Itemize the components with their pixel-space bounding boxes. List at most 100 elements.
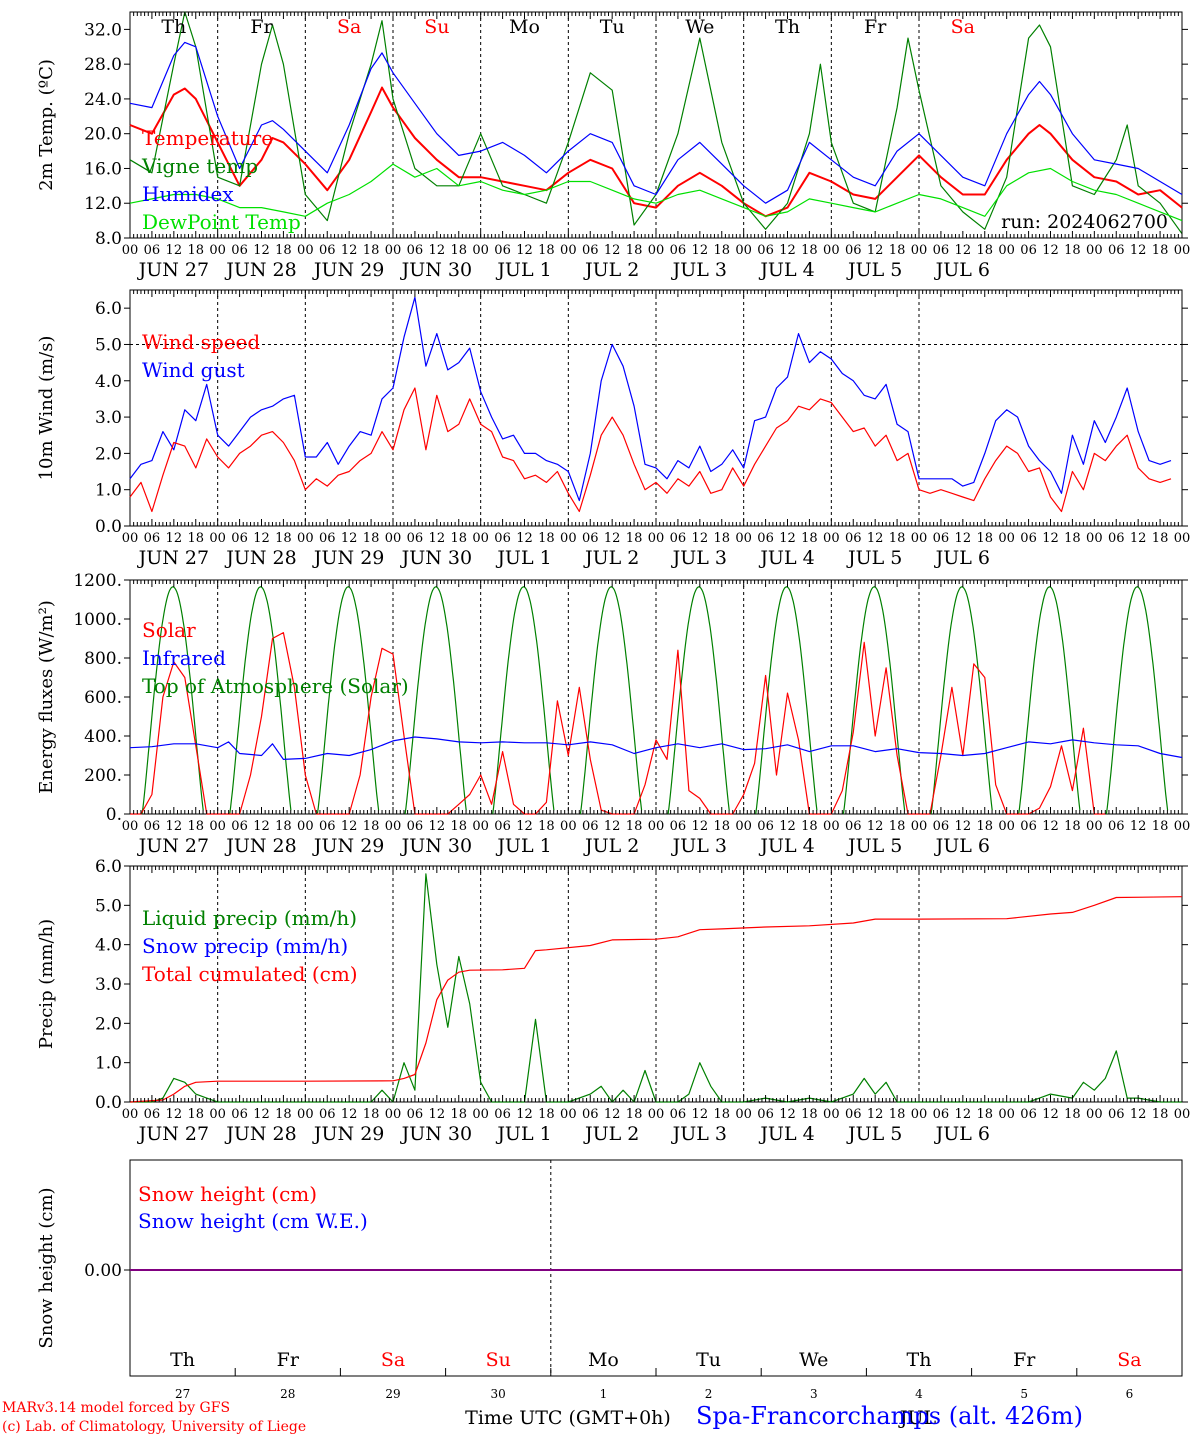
- hour-label: 06: [231, 1107, 248, 1122]
- hour-label: 18: [713, 1107, 730, 1122]
- y-tick-label: 1.0: [95, 1054, 122, 1074]
- legend-entry: Infrared: [142, 646, 226, 670]
- date-label: JUL 3: [671, 1123, 727, 1145]
- hour-label: 06: [933, 531, 950, 546]
- hour-label: 06: [670, 819, 687, 834]
- hour-label: 18: [626, 243, 643, 258]
- hour-label: 18: [275, 1107, 292, 1122]
- date-label: JUN 30: [400, 1123, 472, 1145]
- y-tick-label: 5.0: [95, 335, 122, 355]
- y-tick-label: 2.0: [95, 444, 122, 464]
- hour-label: 12: [692, 1107, 709, 1122]
- hour-label: 00: [472, 243, 489, 258]
- series-wind-speed: [129, 387, 1172, 513]
- date-label: JUL 3: [671, 547, 727, 569]
- hour-label: 18: [801, 1107, 818, 1122]
- legend-entry: Temperature: [142, 126, 273, 150]
- y-tick-label: 1000.: [73, 610, 122, 630]
- hour-label: 06: [1020, 1107, 1037, 1122]
- hour-label: 06: [757, 531, 774, 546]
- y-tick-label: 6.0: [95, 857, 122, 877]
- date-label: JUL 4: [758, 259, 814, 281]
- hour-label: 06: [1108, 1107, 1125, 1122]
- day-number: 5: [1020, 1387, 1028, 1401]
- y-tick-label: 3.0: [95, 975, 122, 995]
- hour-label: 00: [560, 243, 577, 258]
- hour-label: 06: [670, 1107, 687, 1122]
- date-label: JUL 1: [495, 835, 551, 857]
- hour-label: 18: [1152, 819, 1169, 834]
- hour-label: 00: [297, 819, 314, 834]
- series-humidex: [129, 41, 1183, 204]
- y-tick-label: 16.0: [84, 159, 122, 179]
- hour-label: 12: [1130, 531, 1147, 546]
- hour-label: 18: [275, 243, 292, 258]
- hour-label: 18: [450, 243, 467, 258]
- hour-label: 18: [187, 1107, 204, 1122]
- hour-label: 12: [955, 531, 972, 546]
- hour-label: 00: [1174, 819, 1191, 834]
- weekday-label: Sa: [1117, 1349, 1141, 1371]
- hour-label: 12: [1042, 243, 1059, 258]
- month-label: JUL: [898, 1407, 937, 1429]
- hour-label: 00: [735, 531, 752, 546]
- hour-label: 00: [911, 819, 928, 834]
- hour-label: 18: [363, 243, 380, 258]
- date-label: JUL 1: [495, 259, 551, 281]
- date-label: JUN 27: [137, 259, 209, 281]
- hour-label: 06: [144, 243, 161, 258]
- hour-label: 18: [1064, 1107, 1081, 1122]
- hour-label: 00: [297, 1107, 314, 1122]
- hour-label: 00: [648, 243, 665, 258]
- hour-label: 12: [253, 243, 270, 258]
- series-dewpoint-temp: [129, 163, 1183, 222]
- y-tick-label: 3.0: [95, 408, 122, 428]
- hour-label: 12: [253, 531, 270, 546]
- day-number: 27: [175, 1387, 190, 1401]
- legend-entry: Liquid precip (mm/h): [142, 906, 357, 930]
- hour-label: 12: [253, 1107, 270, 1122]
- y-tick-label: 200.: [84, 766, 122, 786]
- y-tick-label: 32.0: [84, 20, 122, 40]
- hour-label: 00: [998, 243, 1015, 258]
- weekday-label: Mo: [509, 16, 540, 38]
- y-tick-label: 400.: [84, 727, 122, 747]
- hour-label: 12: [429, 243, 446, 258]
- hour-label: 12: [253, 819, 270, 834]
- weekday-label: Tu: [696, 1349, 721, 1371]
- hour-label: 12: [1130, 243, 1147, 258]
- hour-label: 00: [122, 243, 139, 258]
- hour-label: 06: [319, 243, 336, 258]
- y-tick-label: 1.0: [95, 481, 122, 501]
- day-number: 2: [705, 1387, 713, 1401]
- hour-label: 18: [713, 243, 730, 258]
- hour-label: 12: [779, 819, 796, 834]
- hour-label: 06: [1108, 531, 1125, 546]
- hour-label: 06: [231, 243, 248, 258]
- hour-label: 00: [122, 819, 139, 834]
- hour-label: 18: [976, 1107, 993, 1122]
- date-label: JUL 4: [758, 835, 814, 857]
- model-credit: MARv3.14 model forced by GFS: [2, 1400, 231, 1416]
- hour-label: 12: [604, 819, 621, 834]
- hour-label: 00: [823, 1107, 840, 1122]
- hour-label: 00: [823, 819, 840, 834]
- hour-label: 18: [1152, 531, 1169, 546]
- hour-label: 12: [341, 819, 358, 834]
- y-tick-label: 12.0: [84, 194, 122, 214]
- y-axis-label: 2m Temp. (ºC): [36, 59, 57, 191]
- panel-2: Wind speed Wind gust 0.0 1.0 2.0 3.0 4.0 5.0 6.0…: [36, 289, 1190, 569]
- y-tick-label: 800.: [84, 649, 122, 669]
- weekday-label: Su: [486, 1349, 511, 1371]
- hour-label: 18: [801, 819, 818, 834]
- series-top-of-atmosphere-solar: [141, 586, 1169, 815]
- weekday-label: Sa: [337, 16, 361, 38]
- station-title: Spa-Francorchamps (alt. 426m): [696, 1402, 1083, 1430]
- weekday-label: Fr: [277, 1349, 300, 1371]
- date-label: JUL 1: [495, 547, 551, 569]
- legend-entry: Snow height (cm W.E.): [138, 1209, 368, 1233]
- hour-label: 12: [604, 1107, 621, 1122]
- series-vigne-temp: [129, 11, 1183, 235]
- hour-label: 12: [867, 531, 884, 546]
- hour-label: 06: [582, 243, 599, 258]
